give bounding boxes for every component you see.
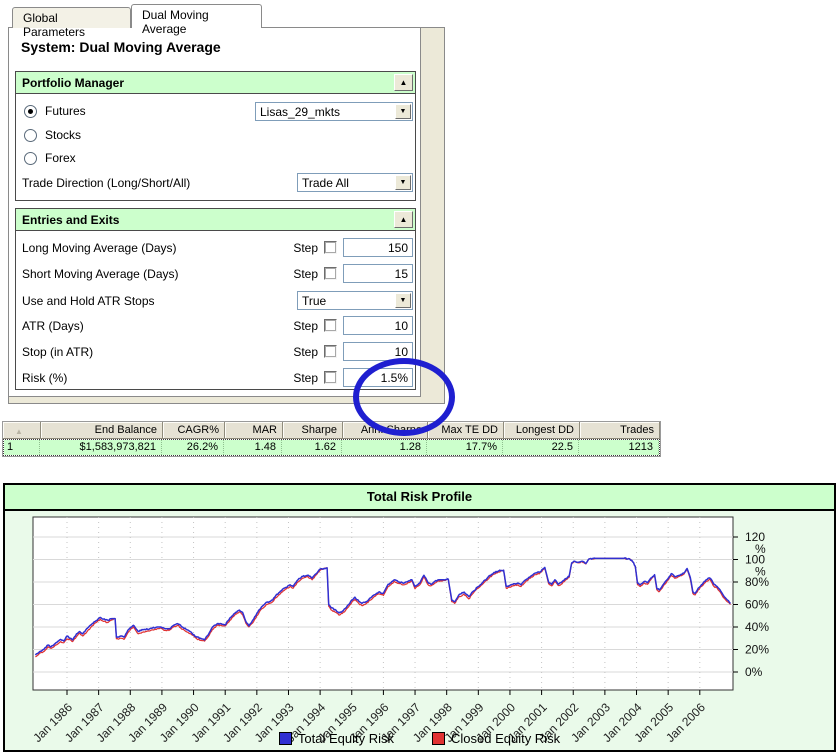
table-cell: 22.5 xyxy=(503,440,579,455)
param-value-input[interactable]: 10 xyxy=(343,342,413,361)
portfolio-select[interactable]: Lisas_29_mkts ▼ xyxy=(255,102,413,121)
param-label: Long Moving Average (Days) xyxy=(22,241,177,255)
column-header[interactable]: Max TE DD xyxy=(428,422,504,439)
chevron-down-icon[interactable]: ▼ xyxy=(395,104,411,119)
radio-option-stocks[interactable]: Stocks xyxy=(24,127,81,143)
radio-option-forex[interactable]: Forex xyxy=(24,150,76,166)
tab-dual-moving-average[interactable]: Dual Moving Average xyxy=(131,4,262,36)
portfolio-manager-section: Portfolio Manager ▲ Futures Stocks Forex L… xyxy=(15,71,416,201)
table-cell: 1213 xyxy=(579,440,659,455)
step-checkbox[interactable] xyxy=(324,345,337,358)
svg-text:60%: 60% xyxy=(745,598,769,612)
param-label: ATR (Days) xyxy=(22,319,84,333)
svg-text:80%: 80% xyxy=(745,575,769,589)
portfolio-manager-header: Portfolio Manager ▲ xyxy=(16,72,415,94)
radio-icon[interactable] xyxy=(24,104,37,118)
table-row[interactable]: 1 $1,583,973,821 26.2% 1.48 1.62 1.28 17.7% 22.… xyxy=(3,439,660,456)
column-header[interactable]: End Balance xyxy=(41,422,163,439)
sort-column-header[interactable]: ▲ xyxy=(3,422,41,439)
step-checkbox[interactable] xyxy=(324,267,337,280)
param-label: Risk (%) xyxy=(22,371,68,385)
trade-direction-value: Trade All xyxy=(302,176,349,190)
step-checkbox[interactable] xyxy=(324,319,337,332)
column-header[interactable]: Longest DD xyxy=(504,422,580,439)
entries-exits-header: Entries and Exits ▲ xyxy=(16,209,415,231)
svg-text:20%: 20% xyxy=(745,643,769,657)
legend-swatch-icon xyxy=(431,732,445,745)
table-cell: 17.7% xyxy=(427,440,503,455)
chart-title: Total Risk Profile xyxy=(5,485,834,511)
legend-item: Total Equity Risk xyxy=(278,731,394,746)
collapse-up-icon[interactable]: ▲ xyxy=(394,211,413,228)
step-label: Step xyxy=(293,241,318,255)
param-select[interactable]: True ▼ xyxy=(297,291,413,310)
legend-label: Closed Equity Risk xyxy=(450,731,561,746)
step-label: Step xyxy=(293,345,318,359)
param-label: Short Moving Average (Days) xyxy=(22,267,179,281)
chevron-down-icon[interactable]: ▼ xyxy=(395,175,411,190)
param-label: Use and Hold ATR Stops xyxy=(22,294,155,308)
param-value-input[interactable]: 10 xyxy=(343,316,413,335)
entries-exits-header-label: Entries and Exits xyxy=(22,213,120,227)
table-cell: 1 xyxy=(4,440,40,455)
step-label: Step xyxy=(293,371,318,385)
portfolio-manager-header-label: Portfolio Manager xyxy=(22,76,125,90)
table-cell: 1.28 xyxy=(342,440,427,455)
legend-label: Total Equity Risk xyxy=(297,731,394,746)
param-value-input[interactable]: 15 xyxy=(343,264,413,283)
param-select-value: True xyxy=(302,294,327,308)
radio-option-futures[interactable]: Futures xyxy=(24,103,86,119)
radio-icon[interactable] xyxy=(24,151,37,165)
radio-icon[interactable] xyxy=(24,128,37,142)
sort-ascending-icon: ▲ xyxy=(15,427,23,436)
column-header[interactable]: Ann. Sharpe xyxy=(343,422,428,439)
trade-direction-label: Trade Direction (Long/Short/All) xyxy=(22,176,191,190)
tab-global-parameters[interactable]: Global Parameters xyxy=(12,7,131,39)
results-table-header: ▲ End Balance CAGR% MAR Sharpe Ann. Sharpe Max… xyxy=(3,422,660,439)
column-header[interactable]: MAR xyxy=(225,422,283,439)
legend-swatch-icon xyxy=(278,732,292,745)
step-label: Step xyxy=(293,319,318,333)
results-table-body: 1 $1,583,973,821 26.2% 1.48 1.62 1.28 17.7% 22.… xyxy=(3,439,660,456)
column-header[interactable]: Trades xyxy=(580,422,660,439)
param-value-input[interactable]: 150 xyxy=(343,238,413,257)
step-label: Step xyxy=(293,267,318,281)
parameters-panel: System: Dual Moving Average Portfolio Ma… xyxy=(9,28,421,397)
chart-legend: Total Equity Risk Closed Equity Risk xyxy=(5,731,834,746)
table-cell: $1,583,973,821 xyxy=(40,440,162,455)
parameters-window: System: Dual Moving Average Portfolio Ma… xyxy=(8,27,455,436)
column-header[interactable]: Sharpe xyxy=(283,422,343,439)
radio-label: Forex xyxy=(45,151,76,165)
legend-item: Closed Equity Risk xyxy=(431,731,561,746)
table-cell: 1.48 xyxy=(224,440,282,455)
portfolio-select-value: Lisas_29_mkts xyxy=(260,105,341,119)
entries-exits-section: Entries and Exits ▲ Long Moving Average … xyxy=(15,208,416,390)
results-table: ▲ End Balance CAGR% MAR Sharpe Ann. Sharpe Max… xyxy=(2,421,661,457)
collapse-up-icon[interactable]: ▲ xyxy=(394,74,413,91)
total-risk-profile-chart: Total Risk Profile 0% 20% 40% 60% 80% 100% 120… xyxy=(3,483,836,752)
radio-label: Stocks xyxy=(45,128,82,142)
radio-label: Futures xyxy=(45,104,86,118)
table-cell: 26.2% xyxy=(162,440,224,455)
param-label: Stop (in ATR) xyxy=(22,345,94,359)
table-cell: 1.62 xyxy=(282,440,342,455)
svg-text:40%: 40% xyxy=(745,620,769,634)
step-checkbox[interactable] xyxy=(324,241,337,254)
trade-direction-select[interactable]: Trade All ▼ xyxy=(297,173,413,192)
system-title: System: Dual Moving Average xyxy=(21,39,221,55)
chevron-down-icon[interactable]: ▼ xyxy=(395,293,411,308)
svg-text:0%: 0% xyxy=(745,665,763,679)
column-header[interactable]: CAGR% xyxy=(163,422,225,439)
step-checkbox[interactable] xyxy=(324,371,337,384)
param-value-input[interactable]: 1.5% xyxy=(343,368,413,387)
chart-plot-area: 0% 20% 40% 60% 80% 100% 120% Jan 1986 Jan 1987 Ja… xyxy=(5,511,834,750)
